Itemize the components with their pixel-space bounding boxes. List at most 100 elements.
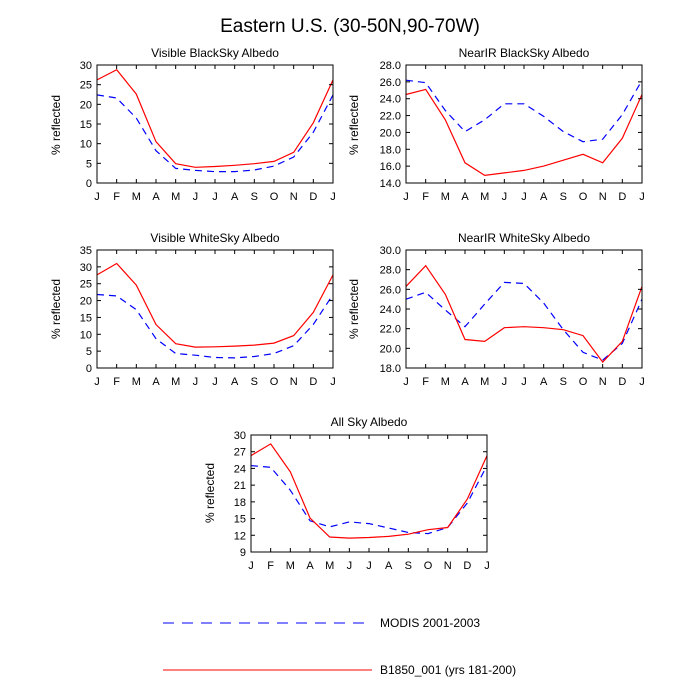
series-line-model	[250, 443, 488, 539]
plot-frame	[250, 434, 488, 553]
y-tick-label: 14.0	[380, 178, 401, 190]
y-tick-label: 20.0	[380, 127, 401, 139]
plot-frame	[96, 249, 334, 369]
panel-title: NearIR BlackSky Albedo	[459, 46, 590, 60]
y-tick-label: 25	[80, 279, 92, 291]
y-tick-label: 22.0	[380, 324, 401, 336]
legend: MODIS 2001-2003 B1850_001 (yrs 181-200)	[163, 616, 516, 677]
y-tick-label: 24	[234, 463, 246, 475]
x-tick-label: F	[113, 191, 120, 203]
x-tick-label: N	[599, 376, 607, 388]
x-tick-label: S	[560, 376, 567, 388]
x-tick-label: S	[405, 560, 412, 572]
y-tick-label: 15	[80, 119, 92, 131]
x-tick-label: D	[309, 191, 317, 203]
y-tick-label: 22.0	[380, 111, 401, 123]
x-tick-label: J	[330, 376, 336, 388]
x-tick-label: J	[502, 191, 508, 203]
y-tick-label: 30	[80, 60, 92, 72]
x-tick-label: O	[424, 560, 433, 572]
y-tick-label: 26.0	[380, 77, 401, 89]
x-tick-label: N	[290, 376, 298, 388]
x-tick-label: M	[286, 560, 295, 572]
x-tick-label: A	[540, 191, 548, 203]
x-tick-label: J	[94, 376, 100, 388]
x-tick-label: J	[403, 376, 409, 388]
plot-frame	[405, 64, 643, 184]
y-tick-label: 21	[234, 480, 246, 492]
x-tick-label: M	[171, 376, 180, 388]
x-tick-label: A	[540, 376, 548, 388]
y-tick-label: 9	[240, 547, 246, 559]
x-tick-label: S	[560, 191, 567, 203]
y-tick-label: 30	[234, 430, 246, 442]
x-tick-label: S	[251, 191, 258, 203]
x-tick-label: J	[94, 191, 100, 203]
y-tick-label: 24.0	[380, 94, 401, 106]
y-axis-label: % reflected	[49, 95, 63, 155]
x-tick-label: J	[248, 560, 254, 572]
y-tick-label: 18	[234, 497, 246, 509]
x-tick-label: J	[639, 376, 645, 388]
x-tick-label: O	[270, 191, 279, 203]
x-tick-label: F	[267, 560, 274, 572]
x-tick-label: A	[152, 191, 160, 203]
x-tick-label: J	[193, 191, 199, 203]
y-tick-label: 25	[80, 80, 92, 92]
x-tick-label: M	[132, 191, 141, 203]
series-line-model	[96, 262, 334, 348]
x-tick-label: A	[231, 376, 239, 388]
y-tick-label: 20	[80, 99, 92, 111]
x-tick-label: J	[502, 376, 508, 388]
y-tick-label: 15	[234, 514, 246, 526]
x-tick-label: F	[113, 376, 120, 388]
x-tick-label: M	[441, 376, 450, 388]
x-tick-label: S	[251, 376, 258, 388]
y-tick-label: 28.0	[380, 60, 401, 72]
x-tick-label: J	[212, 191, 218, 203]
y-axis-label: % reflected	[347, 279, 361, 339]
y-tick-label: 5	[86, 346, 92, 358]
y-tick-label: 10	[80, 329, 92, 341]
legend-label-modis: MODIS 2001-2003	[380, 616, 480, 630]
y-tick-label: 0	[86, 178, 92, 190]
x-tick-label: J	[484, 560, 490, 572]
x-tick-label: J	[521, 191, 527, 203]
series-line-modis	[250, 465, 488, 535]
y-tick-label: 15	[80, 312, 92, 324]
x-tick-label: A	[385, 560, 393, 572]
x-tick-label: D	[618, 191, 626, 203]
x-tick-label: J	[212, 376, 218, 388]
series-line-model	[96, 68, 334, 168]
panel-title: Visible BlackSky Albedo	[151, 46, 279, 60]
series-line-model	[405, 264, 643, 364]
y-tick-label: 30	[80, 262, 92, 274]
x-tick-label: D	[309, 376, 317, 388]
x-tick-label: J	[347, 560, 353, 572]
x-tick-label: O	[270, 376, 279, 388]
panel-title: All Sky Albedo	[331, 415, 408, 429]
x-tick-label: M	[441, 191, 450, 203]
x-tick-label: O	[579, 376, 588, 388]
x-tick-label: J	[330, 191, 336, 203]
x-tick-label: M	[171, 191, 180, 203]
y-tick-label: 16.0	[380, 161, 401, 173]
y-tick-label: 35	[80, 245, 92, 257]
x-tick-label: A	[152, 376, 160, 388]
x-tick-label: D	[618, 376, 626, 388]
series-line-modis	[96, 94, 334, 173]
x-tick-label: D	[463, 560, 471, 572]
figure-title: Eastern U.S. (30-50N,90-70W)	[220, 16, 480, 37]
x-tick-label: A	[306, 560, 314, 572]
x-tick-label: M	[132, 376, 141, 388]
y-tick-label: 10	[80, 139, 92, 151]
y-tick-label: 27	[234, 447, 246, 459]
y-tick-label: 5	[86, 158, 92, 170]
y-tick-label: 18.0	[380, 363, 401, 375]
series-line-modis	[405, 281, 643, 361]
y-axis-label: % reflected	[203, 463, 217, 523]
